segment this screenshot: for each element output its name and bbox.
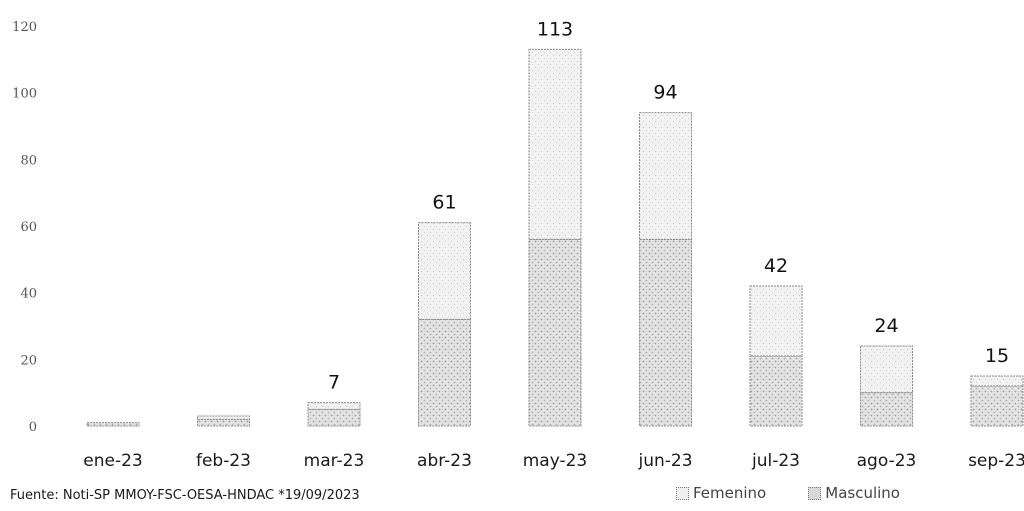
data-label: 7 xyxy=(328,372,340,394)
y-axis: 0 20 40 60 80 100 120 xyxy=(12,20,37,435)
data-labels: 7 61 113 94 42 24 15 xyxy=(328,18,1009,393)
bar-segment-femenino xyxy=(307,402,361,410)
data-label: 24 xyxy=(874,315,898,337)
legend-item-masculino: Masculino xyxy=(808,484,900,502)
bar-segment-masculino xyxy=(197,418,250,427)
bar-segment-femenino xyxy=(639,112,692,240)
bar-segment-masculino xyxy=(639,238,692,427)
bar-segment-femenino xyxy=(418,222,471,320)
legend-swatch-femenino xyxy=(676,486,689,500)
bar-segment-masculino xyxy=(528,238,582,427)
bar-segment-masculino xyxy=(970,385,1024,427)
legend-swatch-masculino xyxy=(808,486,822,500)
x-tick-label: may-23 xyxy=(523,451,588,471)
y-tick-label: 80 xyxy=(20,153,37,168)
bar-segment-masculino xyxy=(860,392,913,427)
bar-segment-masculino xyxy=(86,422,140,427)
source-note: Fuente: Noti-SP MMOY-FSC-OESA-HNDAC *19/… xyxy=(10,488,360,503)
x-tick-label: mar-23 xyxy=(304,451,365,471)
legend-item-femenino: Femenino xyxy=(676,484,766,502)
bars xyxy=(86,48,1024,427)
x-tick-label: ene-23 xyxy=(83,451,142,471)
bar-segment-femenino xyxy=(528,48,582,240)
data-label: 42 xyxy=(764,255,788,277)
legend-label-femenino: Femenino xyxy=(693,484,767,502)
x-tick-label: feb-23 xyxy=(196,451,251,471)
bar-segment-femenino xyxy=(860,345,913,394)
data-label: 15 xyxy=(985,345,1009,367)
x-tick-label: sep-23 xyxy=(968,451,1024,471)
legend: Femenino Masculino xyxy=(676,484,900,502)
bar-chart: 0 20 40 60 80 100 120 7 61 113 94 42 24 15 ene-23 feb… xyxy=(12,18,1024,471)
x-axis: ene-23 feb-23 mar-23 abr-23 may-23 jun-23 jul-… xyxy=(83,451,1024,471)
data-label: 94 xyxy=(653,82,677,104)
y-tick-label: 40 xyxy=(20,287,37,302)
y-tick-label: 100 xyxy=(12,87,37,102)
x-tick-label: abr-23 xyxy=(417,451,472,471)
bar-segment-femenino xyxy=(970,375,1024,387)
x-tick-label: jul-23 xyxy=(751,451,800,471)
legend-label-masculino: Masculino xyxy=(825,484,900,502)
x-tick-label: jun-23 xyxy=(637,451,692,471)
data-label: 113 xyxy=(537,18,573,40)
y-tick-label: 20 xyxy=(20,353,37,368)
y-tick-label: 0 xyxy=(29,420,37,435)
bar-segment-masculino xyxy=(307,408,361,427)
x-tick-label: ago-23 xyxy=(857,451,917,471)
y-tick-label: 60 xyxy=(20,220,37,235)
bar-segment-masculino xyxy=(749,355,803,427)
data-label: 61 xyxy=(432,192,456,214)
bar-segment-masculino xyxy=(418,318,471,427)
y-tick-label: 120 xyxy=(12,20,37,35)
bar-segment-femenino xyxy=(749,285,803,357)
bar-segment-femenino xyxy=(197,415,250,420)
